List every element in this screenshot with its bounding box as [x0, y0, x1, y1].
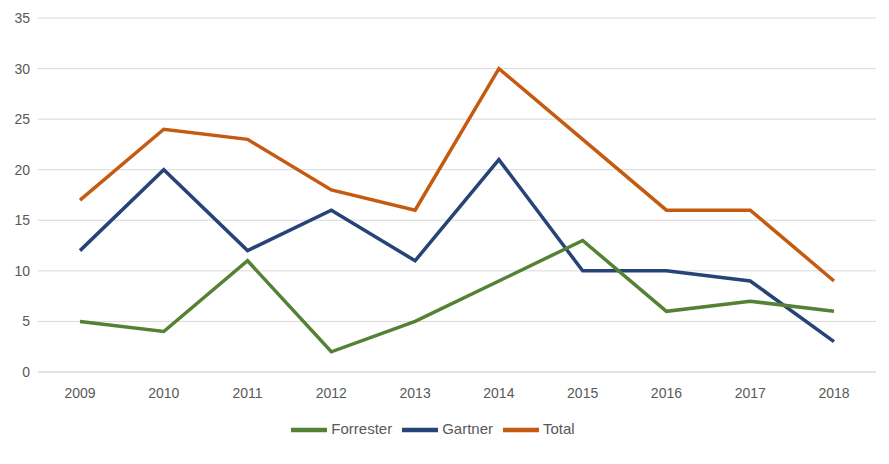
svg-text:2013: 2013 [400, 385, 431, 401]
html-text:Total: Total [543, 420, 575, 437]
svg-text:25: 25 [14, 111, 30, 127]
svg-text:2018: 2018 [818, 385, 849, 401]
svg-text:2012: 2012 [316, 385, 347, 401]
svg-text:15: 15 [14, 212, 30, 228]
html-text:Forrester: Forrester [331, 420, 393, 437]
svg-text:2016: 2016 [651, 385, 682, 401]
svg-text:2017: 2017 [735, 385, 766, 401]
svg-text:2010: 2010 [148, 385, 179, 401]
svg-text:30: 30 [14, 61, 30, 77]
svg-text:2011: 2011 [233, 385, 263, 401]
svg-text:20: 20 [14, 162, 30, 178]
html-text:Gartner: Gartner [442, 420, 493, 437]
svg-text:2009: 2009 [64, 385, 95, 401]
svg-text:10: 10 [14, 263, 30, 279]
svg-text:5: 5 [22, 313, 30, 329]
svg-text:0: 0 [22, 364, 30, 380]
svg-text:35: 35 [14, 10, 30, 26]
svg-text:2015: 2015 [567, 385, 598, 401]
svg-text:2014: 2014 [483, 385, 514, 401]
